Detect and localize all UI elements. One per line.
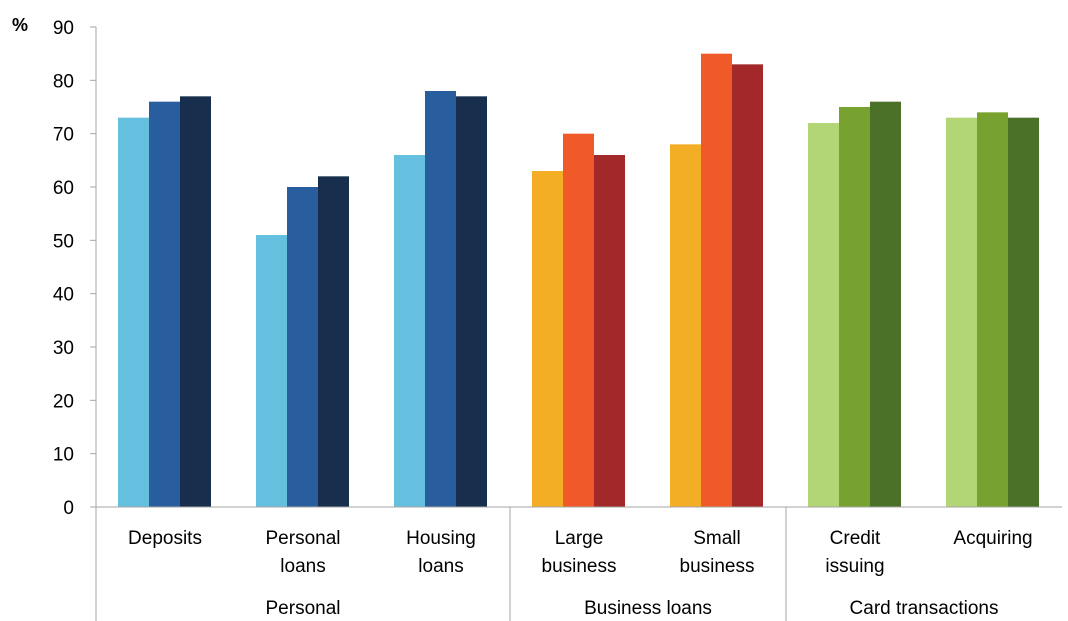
y-tick-label: 40 — [53, 285, 74, 306]
axes — [90, 26, 1062, 621]
bar — [256, 235, 287, 507]
y-tick-label: 80 — [53, 71, 74, 92]
category-label: business — [680, 556, 755, 577]
group-label: Personal — [266, 598, 341, 619]
bar — [701, 53, 732, 508]
bar — [118, 117, 149, 508]
bar — [808, 123, 839, 507]
bar — [532, 171, 563, 507]
category-label: Large — [555, 528, 604, 549]
category-label: Housing — [406, 528, 476, 549]
bar — [977, 112, 1008, 507]
category-label: issuing — [825, 556, 884, 577]
group-labels: Personal Business loans Card transactions — [266, 598, 999, 619]
bar — [563, 133, 594, 507]
y-tick-label: 20 — [53, 391, 74, 412]
category-label: business — [542, 556, 617, 577]
y-tick-label: 50 — [53, 231, 74, 252]
bar — [425, 91, 456, 507]
y-tick-label: 10 — [53, 445, 74, 466]
group-label: Card transactions — [850, 598, 999, 619]
bar — [318, 176, 349, 508]
category-label: loans — [418, 556, 463, 577]
bar — [456, 96, 487, 507]
bar — [180, 96, 211, 507]
bar — [670, 144, 701, 508]
bars — [118, 53, 1039, 508]
y-tick-label: 90 — [53, 18, 74, 39]
bar — [594, 155, 625, 507]
y-tick-label: 30 — [53, 338, 74, 359]
category-label: Personal — [266, 528, 341, 549]
category-label: Deposits — [128, 528, 202, 549]
y-unit-label: % — [12, 15, 28, 35]
category-labels: Deposits Personal loans Housing loans Large bu… — [128, 528, 1033, 577]
bar — [1008, 117, 1039, 508]
bar — [394, 155, 425, 507]
category-label: Acquiring — [953, 528, 1032, 549]
category-label: Credit — [830, 528, 881, 549]
bar — [287, 187, 318, 507]
group-label: Business loans — [584, 598, 712, 619]
category-label: loans — [280, 556, 325, 577]
bar — [946, 117, 977, 508]
bar — [839, 107, 870, 507]
bar — [149, 101, 180, 508]
y-axis-ticks: 0 10 20 30 40 50 60 70 80 90 — [53, 18, 74, 519]
category-label: Small — [693, 528, 741, 549]
y-tick-label: 0 — [63, 498, 74, 519]
bar — [870, 101, 901, 508]
y-tick-label: 70 — [53, 125, 74, 146]
bar — [732, 64, 763, 507]
y-tick-label: 60 — [53, 178, 74, 199]
